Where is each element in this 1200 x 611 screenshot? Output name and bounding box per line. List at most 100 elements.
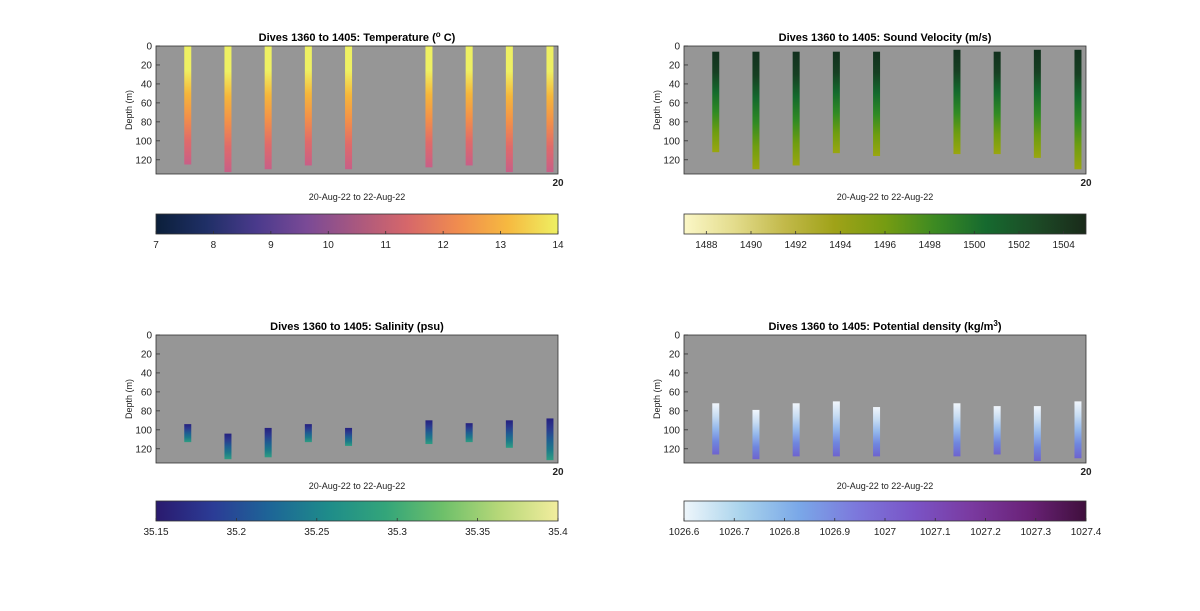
y-tick-label: 60 bbox=[141, 98, 153, 109]
x-tick-label: 20 bbox=[552, 178, 564, 189]
colorbar-tick-label: 1488 bbox=[695, 240, 718, 251]
y-tick-label: 120 bbox=[135, 155, 152, 166]
dive-profile-5 bbox=[345, 427, 353, 446]
colorbar-tick-label: 11 bbox=[381, 240, 392, 251]
dive-profile-5 bbox=[873, 407, 881, 457]
colorbar-tick-label: 1490 bbox=[740, 240, 763, 251]
y-tick-label: 80 bbox=[669, 117, 681, 128]
dive-profile-2 bbox=[752, 409, 760, 460]
chart-title: Dives 1360 to 1405: Temperature (o C) bbox=[259, 30, 456, 44]
dive-profile-8 bbox=[1033, 406, 1041, 462]
dive-profile-2 bbox=[752, 51, 760, 170]
axes-frame bbox=[155, 334, 559, 464]
dive-profile-4 bbox=[304, 46, 312, 166]
dive-profile-3 bbox=[792, 51, 800, 166]
x-tick-label: 20 bbox=[1080, 467, 1092, 478]
chart-panel-3: Dives 1360 to 1405: Salinity (psu) 0 20 40 6… bbox=[124, 321, 568, 538]
dive-profile-7 bbox=[465, 46, 473, 166]
plot-area bbox=[684, 335, 1086, 463]
dive-profile-9 bbox=[1074, 49, 1082, 170]
y-tick-label: 80 bbox=[141, 406, 153, 417]
colorbar-tick-label: 14 bbox=[552, 240, 564, 251]
dive-profile-4 bbox=[832, 51, 840, 154]
dive-profile-8 bbox=[505, 420, 513, 448]
y-tick-label: 0 bbox=[146, 331, 152, 342]
colorbar-tick-label: 35.15 bbox=[143, 527, 168, 538]
y-tick-label: 40 bbox=[669, 368, 681, 379]
y-tick-label: 120 bbox=[663, 444, 680, 455]
y-tick-label: 100 bbox=[663, 136, 680, 147]
colorbar bbox=[155, 213, 559, 235]
y-tick-label: 60 bbox=[141, 387, 153, 398]
colorbar-tick-label: 35.2 bbox=[227, 527, 247, 538]
y-tick-label: 100 bbox=[135, 136, 152, 147]
dive-profile-6 bbox=[953, 403, 961, 457]
y-tick-label: 120 bbox=[135, 444, 152, 455]
dive-profile-8 bbox=[505, 46, 513, 173]
colorbar-tick-label: 1027 bbox=[874, 527, 897, 538]
chart-title: Dives 1360 to 1405: Sound Velocity (m/s) bbox=[779, 32, 992, 44]
y-tick-label: 0 bbox=[146, 42, 152, 53]
chart-title: Dives 1360 to 1405: Potential density (k… bbox=[768, 319, 1001, 333]
plot-area bbox=[156, 46, 558, 174]
colorbar-tick-label: 1496 bbox=[874, 240, 897, 251]
colorbar bbox=[155, 500, 559, 522]
y-tick-label: 0 bbox=[674, 42, 680, 53]
colorbar-tick-label: 1026.6 bbox=[669, 527, 700, 538]
y-tick-label: 80 bbox=[141, 117, 153, 128]
colorbar-tick-label: 1026.7 bbox=[719, 527, 750, 538]
colorbar-tick-label: 12 bbox=[438, 240, 450, 251]
y-axis-label: Depth (m) bbox=[652, 379, 662, 419]
colorbar-tick-label: 1492 bbox=[785, 240, 808, 251]
colorbar-tick-label: 1027.2 bbox=[970, 527, 1001, 538]
chart-panel-2: Dives 1360 to 1405: Sound Velocity (m/s)… bbox=[652, 32, 1092, 251]
colorbar-tick-label: 35.3 bbox=[387, 527, 407, 538]
dive-profile-9 bbox=[546, 418, 554, 461]
dive-profile-5 bbox=[873, 51, 881, 156]
dive-profile-8 bbox=[1033, 49, 1041, 158]
dive-profile-9 bbox=[546, 46, 554, 173]
dive-profile-4 bbox=[832, 401, 840, 457]
colorbar-tick-label: 10 bbox=[323, 240, 335, 251]
y-tick-label: 100 bbox=[663, 425, 680, 436]
x-axis-label: 20-Aug-22 to 22-Aug-22 bbox=[309, 192, 406, 202]
dive-profile-3 bbox=[792, 403, 800, 457]
plot-area bbox=[684, 46, 1086, 174]
y-tick-label: 0 bbox=[674, 331, 680, 342]
colorbar-tick-label: 9 bbox=[268, 240, 274, 251]
chart-title: Dives 1360 to 1405: Salinity (psu) bbox=[270, 321, 444, 333]
y-tick-label: 20 bbox=[141, 349, 153, 360]
chart-panel-4: Dives 1360 to 1405: Potential density (k… bbox=[652, 319, 1102, 538]
colorbar-tick-label: 1027.3 bbox=[1020, 527, 1051, 538]
dive-profile-7 bbox=[993, 406, 1001, 455]
y-tick-label: 40 bbox=[669, 79, 681, 90]
dive-profile-6 bbox=[425, 420, 433, 445]
y-axis-label: Depth (m) bbox=[124, 90, 134, 130]
dive-profile-1 bbox=[712, 403, 720, 455]
y-tick-label: 80 bbox=[669, 406, 681, 417]
y-tick-label: 60 bbox=[669, 98, 681, 109]
colorbar-tick-label: 1500 bbox=[963, 240, 986, 251]
x-tick-label: 20 bbox=[552, 467, 564, 478]
y-tick-label: 60 bbox=[669, 387, 681, 398]
colorbar-tick-label: 1494 bbox=[829, 240, 852, 251]
colorbar-tick-label: 1498 bbox=[919, 240, 942, 251]
colorbar-tick-label: 8 bbox=[211, 240, 217, 251]
colorbar-tick-label: 1027.1 bbox=[920, 527, 951, 538]
colorbar-tick-label: 1026.9 bbox=[819, 527, 850, 538]
dive-profile-1 bbox=[184, 46, 192, 165]
x-axis-label: 20-Aug-22 to 22-Aug-22 bbox=[837, 481, 934, 491]
dive-profile-9 bbox=[1074, 401, 1082, 459]
x-tick-label: 20 bbox=[1080, 178, 1092, 189]
axes-frame bbox=[683, 45, 1087, 175]
x-axis-label: 20-Aug-22 to 22-Aug-22 bbox=[309, 481, 406, 491]
y-tick-label: 20 bbox=[669, 60, 681, 71]
dive-profile-6 bbox=[425, 46, 433, 168]
y-tick-label: 40 bbox=[141, 79, 153, 90]
dive-profile-7 bbox=[993, 51, 1001, 155]
colorbar-tick-label: 35.4 bbox=[548, 527, 568, 538]
y-axis-label: Depth (m) bbox=[124, 379, 134, 419]
y-tick-label: 20 bbox=[141, 60, 153, 71]
dive-profile-5 bbox=[345, 46, 353, 170]
